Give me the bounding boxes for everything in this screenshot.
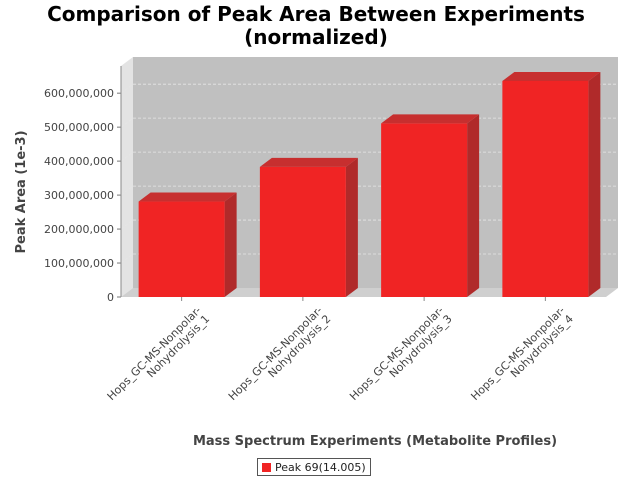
- chart-subtitle: (normalized): [244, 25, 388, 49]
- bar-top: [259, 157, 358, 167]
- y-tick-label: 200,000,000: [44, 223, 114, 236]
- y-axis-label: Peak Area (1e-3): [14, 130, 29, 253]
- bar: [259, 166, 346, 297]
- plot-area: 0 100,000,000 200,000,000 300,000,000 400,00…: [44, 57, 618, 412]
- legend-label: Peak 69(14.005): [275, 460, 366, 474]
- bar-side: [345, 157, 358, 297]
- gridline-side: [120, 219, 134, 230]
- x-tick-label: Hops_GC-MS-Nonpolar-Nohydrolysis_3: [347, 304, 455, 412]
- y-tick-label: 300,000,000: [44, 189, 114, 202]
- bar-top: [381, 114, 480, 124]
- bar: [502, 80, 589, 298]
- gridline-side: [120, 151, 134, 162]
- chart-title: Comparison of Peak Area Between Experime…: [47, 2, 585, 26]
- y-tick-label: 0: [107, 291, 114, 304]
- y-tick-label: 400,000,000: [44, 155, 114, 168]
- x-axis-label: Mass Spectrum Experiments (Metabolite Pr…: [193, 434, 557, 449]
- x-tick-label: Hops_GC-MS-Nonpolar-Nohydrolysis_4: [468, 304, 576, 412]
- bar-side: [467, 114, 480, 297]
- bar-side: [224, 192, 237, 297]
- gridline-side: [120, 83, 134, 94]
- plot-left-wall: [121, 57, 133, 297]
- bar: [381, 123, 468, 297]
- x-tick-label-line: Hops_GC-MS-Nonpolar-: [347, 304, 446, 403]
- bar-side: [588, 71, 601, 298]
- gridline-side: [120, 253, 134, 264]
- plot-floor: [121, 288, 618, 297]
- x-tick-label: Hops_GC-MS-Nonpolar-Nohydrolysis_1: [105, 304, 213, 412]
- x-tick-label-line: Hops_GC-MS-Nonpolar-: [226, 304, 325, 403]
- gridline-side: [120, 185, 134, 196]
- x-tick-label: Hops_GC-MS-Nonpolar-Nohydrolysis_2: [226, 304, 334, 412]
- bar-top: [502, 71, 601, 81]
- legend: Peak 69(14.005): [257, 458, 371, 476]
- bar: [138, 201, 225, 297]
- legend-swatch: [262, 462, 271, 472]
- y-tick-label: 600,000,000: [44, 87, 114, 100]
- gridline-side: [120, 117, 134, 128]
- y-tick-label: 500,000,000: [44, 121, 114, 134]
- bar-top: [138, 192, 237, 202]
- y-tick-label: 100,000,000: [44, 257, 114, 270]
- x-tick-label-line: Hops_GC-MS-Nonpolar-: [468, 304, 567, 403]
- x-tick-label-line: Hops_GC-MS-Nonpolar-: [105, 304, 204, 403]
